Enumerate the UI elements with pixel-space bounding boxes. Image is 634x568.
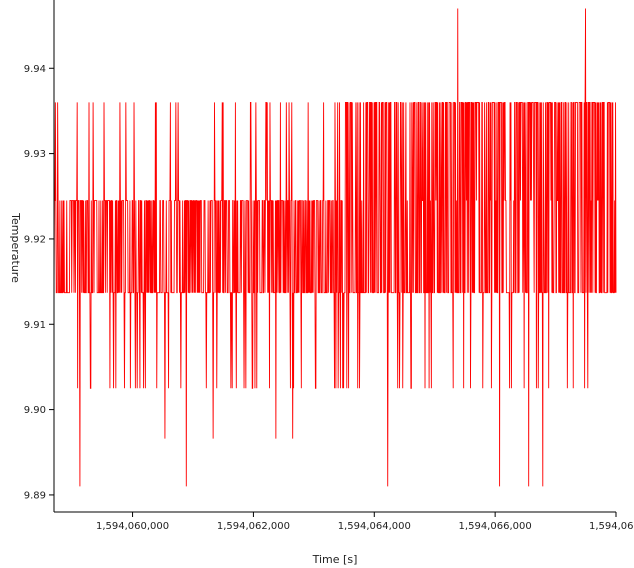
series-line-segment [53, 101, 345, 487]
x-tick-label: 1,594,066,000 [459, 521, 532, 532]
x-axis-title: Time [s] [312, 553, 358, 566]
x-tick-label: 1,594,060,000 [96, 521, 169, 532]
series-line-segment [344, 8, 617, 487]
series-layer [53, 8, 617, 487]
y-tick-label: 9.91 [24, 320, 46, 331]
y-tick-label: 9.89 [24, 490, 46, 501]
y-tick-label: 9.90 [24, 405, 46, 416]
y-tick-label: 9.94 [24, 64, 46, 75]
y-axis-title: Temperature [9, 212, 22, 283]
x-axis-ticks: 1,594,060,000 1,594,062,000 1,594,064,000 1… [96, 512, 634, 532]
y-tick-label: 9.93 [24, 149, 46, 160]
y-tick-label: 9.92 [24, 234, 46, 245]
x-tick-label: 1,594,062,000 [217, 521, 290, 532]
y-axis-ticks: 9.89 9.90 9.91 9.92 9.93 9.94 [24, 64, 54, 501]
x-tick-label: 1,594,064,000 [338, 521, 411, 532]
x-tick-label: 1,594,068, [589, 521, 634, 532]
